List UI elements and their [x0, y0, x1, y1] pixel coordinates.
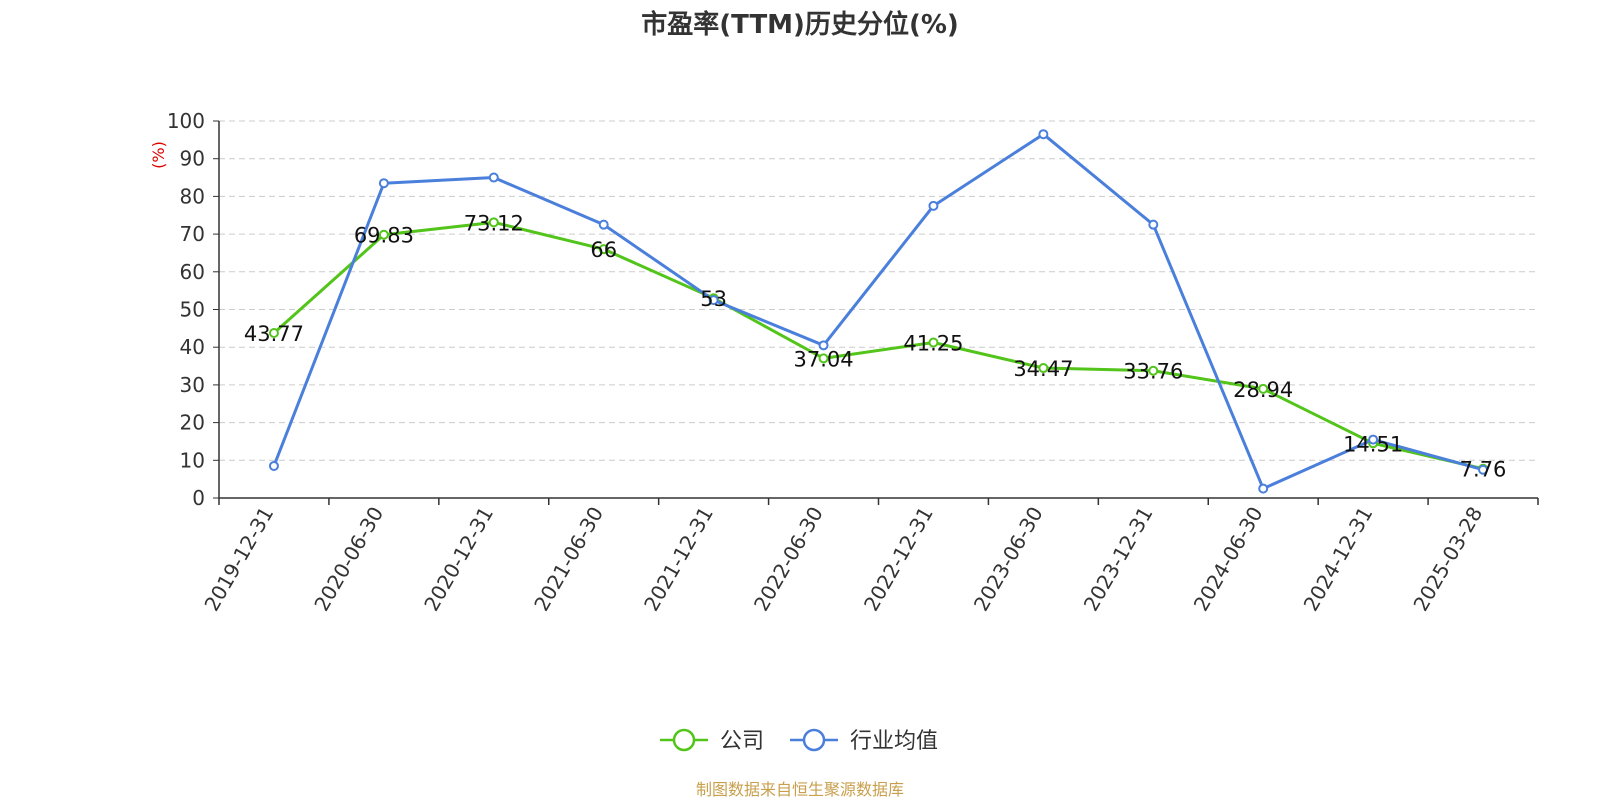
y-tick-label: 40: [180, 335, 205, 359]
data-label: 14.51: [1343, 432, 1403, 456]
x-tick-label: 2020-06-30: [309, 503, 388, 616]
data-point-1: [1478, 464, 1489, 475]
legend: 公司 行业均值: [660, 728, 938, 754]
data-point-0: [818, 353, 829, 364]
data-labels: 43.77 69.83 73.12 66 53 37.04 41.25 34.47 33.76 2…: [244, 211, 1507, 481]
data-label: 66: [590, 238, 617, 262]
data-point-0: [598, 244, 609, 255]
x-tick-label: 2025-03-28: [1408, 503, 1487, 616]
y-axis-title: (%): [149, 141, 168, 169]
data-point-1: [268, 460, 279, 471]
data-label: 43.77: [244, 322, 304, 346]
data-point-1: [1258, 483, 1269, 494]
x-tick-label: 2021-12-31: [639, 503, 718, 616]
y-tick-label: 90: [180, 147, 205, 171]
y-tick-label: 50: [180, 298, 205, 322]
series: [268, 129, 1489, 494]
x-tick-label: 2023-06-30: [969, 503, 1048, 616]
data-point-0: [378, 229, 389, 240]
x-tick-label: 2022-12-31: [859, 502, 938, 615]
x-tick-label: 2019-12-31: [199, 503, 278, 616]
x-tick-label: 2021-06-30: [529, 503, 608, 616]
y-tick-label: 20: [180, 411, 205, 435]
legend-label: 公司: [720, 729, 764, 754]
y-tick-label: 80: [180, 184, 205, 208]
data-label: 69.83: [354, 224, 414, 248]
data-label: 73.12: [464, 211, 524, 235]
data-point-0: [488, 217, 499, 228]
data-point-0: [928, 337, 939, 348]
legend-circle-icon: [672, 728, 696, 752]
y-tick-label: 10: [180, 448, 205, 472]
data-point-1: [1148, 219, 1159, 230]
data-label: 41.25: [903, 331, 963, 355]
series-line-1: [272, 132, 1484, 491]
data-point-1: [1038, 129, 1049, 140]
data-point-1: [1368, 434, 1379, 445]
data-label: 34.47: [1013, 357, 1073, 381]
y-tick-label: 60: [180, 260, 205, 284]
legend-label: 行业均值: [850, 729, 938, 754]
legend-item-1[interactable]: 行业均值: [790, 728, 938, 754]
grid-lines: [219, 120, 1538, 461]
data-point-1: [488, 172, 499, 183]
chart-title: 市盈率(TTM)历史分位(%): [641, 10, 959, 40]
data-label: 28.94: [1233, 378, 1293, 402]
x-tick-label: 2020-12-31: [419, 502, 498, 615]
x-tick-label: 2022-06-30: [749, 503, 828, 616]
data-label: 7.76: [1460, 458, 1507, 482]
data-label: 37.04: [793, 347, 853, 371]
data-point-1: [818, 340, 829, 351]
data-point-0: [268, 327, 279, 338]
data-label: 33.76: [1123, 360, 1183, 384]
data-point-0: [1258, 383, 1269, 394]
x-tick-label: 2023-12-31: [1079, 503, 1158, 616]
data-point-1: [708, 295, 719, 306]
y-tick-label: 100: [167, 109, 205, 133]
source-note: 制图数据来自恒生聚源数据库: [695, 780, 904, 799]
legend-circle-icon: [802, 728, 826, 752]
data-label: 53: [700, 287, 727, 311]
series-line-0: [272, 220, 1484, 471]
x-tick-label: 2024-06-30: [1189, 503, 1268, 616]
data-point-1: [928, 200, 939, 211]
data-point-0: [1038, 363, 1049, 374]
x-tick-label: 2024-12-31: [1299, 503, 1378, 616]
data-point-0: [1148, 365, 1159, 376]
legend-item-0[interactable]: 公司: [660, 728, 764, 754]
y-tick-label: 0: [192, 486, 205, 510]
data-point-1: [598, 219, 609, 230]
data-point-1: [378, 178, 389, 189]
y-tick-label: 70: [180, 222, 205, 246]
y-tick-label: 30: [180, 373, 205, 397]
